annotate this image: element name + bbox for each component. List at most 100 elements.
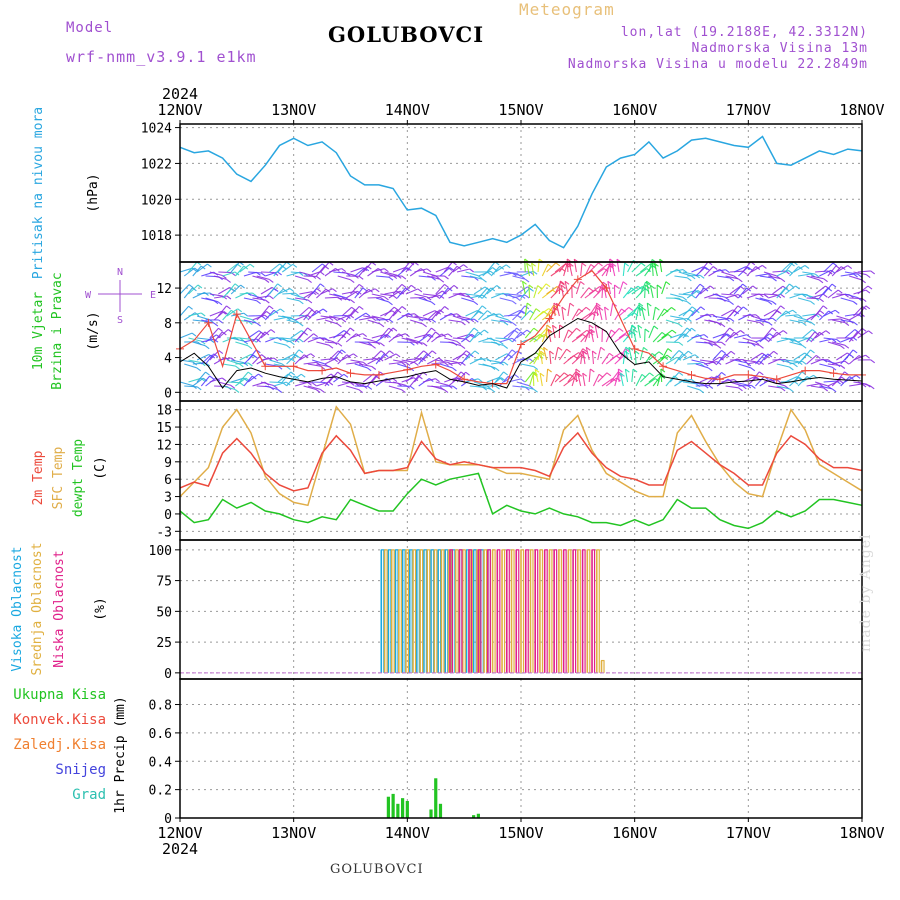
wind-barb [307,385,321,390]
wind-barb [494,371,505,383]
wind-barb-flag [699,389,705,394]
wind-barb-flag [653,325,659,330]
wind-barb-flag [822,305,828,310]
wind-barb-flag [239,382,245,387]
y-tick-label: 1022 [141,157,172,172]
wind-barb [597,347,602,361]
wind-barb [350,284,360,295]
wind-barb [456,315,470,320]
wind-barb [785,376,798,383]
wind-barb-flag [729,317,735,322]
wind-barb [691,334,705,339]
wind-barb [311,283,321,295]
wind-barb [585,347,590,361]
wind-barb [665,375,675,387]
wind-barb [678,271,692,277]
wind-barb-flag [204,345,210,350]
wind-barb-flag [498,377,504,381]
wind-barb [716,378,729,387]
wind-barb [286,297,300,302]
wind-barb-flag [188,305,193,310]
wind-barb [823,262,834,273]
wind-barb [844,271,858,275]
wind-barb [755,297,769,302]
wind-barb-flag [631,324,637,329]
wind-barb-flag [474,350,480,355]
wind-barb [789,341,803,346]
y-tick-label: 0.6 [149,727,172,742]
wind-barb-flag [213,338,219,343]
wind-barb-flag [328,381,334,386]
wind-barb [819,385,833,390]
wind-barb-flag [414,361,419,366]
wind-barb [836,265,848,273]
wind-barb-flag [294,292,300,297]
wind-barb-flag [600,346,606,351]
wind-barb [720,327,731,339]
wind-barb [409,375,419,387]
wind-barb-flag [755,314,760,319]
wind-barb [568,263,573,277]
wind-barb [670,293,683,298]
wind-barb-flag [789,388,794,393]
wind-barb [546,368,549,383]
wind-barb [563,377,575,387]
temp-2m-label: 2m Temp [31,450,46,505]
wind-barb [209,377,223,383]
wind-barb-flag [316,275,321,280]
wind-barb [226,359,240,365]
y-tick-label: -3 [156,525,172,540]
wind-barb [772,285,784,295]
wind-barb [269,359,283,365]
wind-barb [699,376,713,383]
wind-barb-flag [341,318,347,323]
wind-barb [610,352,622,361]
wind-barb-flag [439,294,445,299]
wind-barb [763,379,777,383]
wind-barb [456,293,470,298]
wind-barb-flag [392,295,398,300]
wind-barb [431,385,445,391]
wind-barb [827,318,841,321]
wind-barb-flag [810,300,815,305]
y-tick-label: 12 [156,282,172,297]
wind-barb-flag [750,367,756,372]
wind-barb-flag [658,351,664,356]
wind-barb-flag [191,332,197,337]
wind-barb [380,271,393,277]
wind-barb [566,258,569,273]
wind-barb-flag [529,287,534,292]
wind-barb-flag [861,298,867,303]
wind-barb-flag [865,274,871,279]
wind-barb-flag [543,346,548,351]
wind-barb-flag [526,262,532,267]
y-tick-label: 75 [156,575,172,590]
y-tick-label: 0.4 [149,755,173,770]
wind-barb-flag [654,262,659,267]
wind-barb-flag [438,357,444,362]
wind-barb [682,327,692,339]
wind-barb [755,336,768,343]
wind-barb-flag [853,273,858,278]
wind-barb [631,286,643,295]
wind-barb-flag [847,265,853,270]
wind-barb [435,333,449,339]
wind-barb-flag [618,368,623,373]
wind-barb [499,319,513,324]
wind-barb [426,331,436,343]
wind-barb [427,275,440,280]
wind-barb-flag [200,312,206,317]
wind-barb [755,319,769,323]
wind-barb [853,327,863,339]
wind-barb-flag [809,336,815,341]
wind-barb [218,381,232,386]
wind-barb-flag [358,275,364,280]
wind-barb [597,372,608,383]
wind-barb-flag [240,284,245,289]
wind-barb [461,318,475,321]
wind-barb-flag [353,353,358,358]
wind-barb-flag [401,275,407,280]
precip-legend-item: Zaledj.Kisa [13,737,106,753]
wind-barb [588,304,597,317]
wind-barb [384,271,398,276]
